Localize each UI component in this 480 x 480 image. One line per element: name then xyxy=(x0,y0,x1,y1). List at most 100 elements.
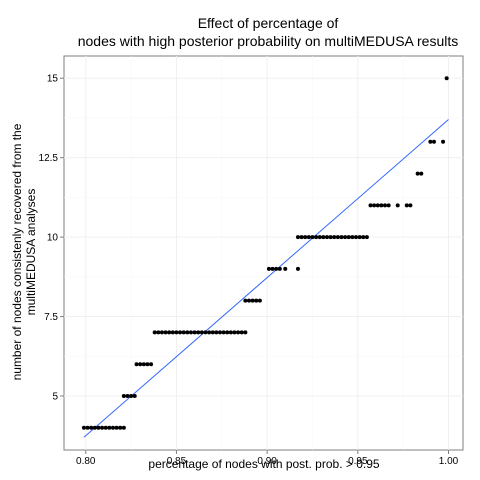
data-point xyxy=(404,203,409,208)
data-point xyxy=(214,330,219,335)
data-point xyxy=(295,266,300,271)
data-point xyxy=(138,362,143,367)
data-point xyxy=(299,235,304,240)
x-tick-label: 0.80 xyxy=(76,456,96,467)
data-point xyxy=(431,139,436,144)
data-point xyxy=(335,235,340,240)
data-point xyxy=(310,235,315,240)
data-point xyxy=(107,425,112,430)
data-point xyxy=(395,203,400,208)
data-point xyxy=(159,330,164,335)
data-point xyxy=(254,298,259,303)
data-point xyxy=(228,330,233,335)
data-point xyxy=(118,425,123,430)
data-point xyxy=(221,330,226,335)
data-point xyxy=(174,330,179,335)
data-point xyxy=(364,235,369,240)
x-tick-label: 0.85 xyxy=(167,456,187,467)
data-point xyxy=(232,330,237,335)
data-point xyxy=(353,235,358,240)
data-point xyxy=(129,393,134,398)
y-tick-label: 10 xyxy=(47,233,59,244)
data-point xyxy=(332,235,337,240)
y-tick-label: 7.5 xyxy=(44,312,58,323)
data-point xyxy=(283,266,288,271)
data-point xyxy=(163,330,168,335)
data-point xyxy=(346,235,351,240)
data-point xyxy=(324,235,329,240)
data-point xyxy=(314,235,319,240)
data-point xyxy=(368,203,373,208)
data-point xyxy=(379,203,384,208)
data-point xyxy=(321,235,326,240)
data-point xyxy=(114,425,119,430)
data-point xyxy=(121,425,126,430)
x-tick-label: 0.90 xyxy=(257,456,277,467)
data-point xyxy=(386,203,391,208)
data-point xyxy=(225,330,230,335)
y-tick-label: 15 xyxy=(47,74,59,85)
data-point xyxy=(89,425,94,430)
y-tick-label: 5 xyxy=(52,391,58,402)
fit-line-layer xyxy=(83,119,449,438)
data-point xyxy=(210,330,215,335)
data-point xyxy=(243,298,248,303)
x-tick-label: 0.95 xyxy=(348,456,368,467)
data-point xyxy=(277,266,282,271)
data-point xyxy=(81,425,86,430)
data-point xyxy=(141,362,146,367)
x-axis-ticks: 0.80 0.85 0.90 0.95 1.00 xyxy=(76,450,459,467)
y-axis-ticks: 5 7.5 10 12.5 15 xyxy=(39,74,64,402)
data-point xyxy=(103,425,108,430)
data-point xyxy=(257,298,262,303)
data-point xyxy=(199,330,204,335)
data-point xyxy=(110,425,115,430)
data-point xyxy=(419,171,424,176)
data-point xyxy=(246,298,251,303)
data-point xyxy=(170,330,175,335)
data-point xyxy=(303,235,308,240)
chart-title-line-1: Effect of percentage of xyxy=(198,15,339,31)
data-point xyxy=(203,330,208,335)
data-point xyxy=(125,393,130,398)
data-point xyxy=(85,425,90,430)
x-axis-title: percentage of nodes with post. prob. > 0… xyxy=(148,457,379,471)
data-point xyxy=(207,330,212,335)
data-point xyxy=(196,330,201,335)
data-point xyxy=(343,235,348,240)
data-point xyxy=(96,425,101,430)
data-point xyxy=(156,330,161,335)
data-point xyxy=(375,203,380,208)
data-point xyxy=(100,425,105,430)
data-point xyxy=(266,266,271,271)
data-point xyxy=(270,266,275,271)
data-point xyxy=(317,235,322,240)
data-point xyxy=(339,235,344,240)
data-point xyxy=(428,139,433,144)
data-point xyxy=(236,330,241,335)
data-point xyxy=(149,362,154,367)
data-point xyxy=(243,330,248,335)
data-point xyxy=(239,330,244,335)
data-point xyxy=(328,235,333,240)
data-point xyxy=(274,266,279,271)
y-tick-label: 12.5 xyxy=(39,153,59,164)
data-point xyxy=(295,235,300,240)
data-point xyxy=(167,330,172,335)
data-point xyxy=(372,203,377,208)
data-point xyxy=(185,330,190,335)
x-tick-label: 1.00 xyxy=(439,456,459,467)
data-point xyxy=(152,330,157,335)
data-point xyxy=(92,425,97,430)
data-point xyxy=(134,362,139,367)
grid-lines xyxy=(64,56,463,450)
data-point xyxy=(361,235,366,240)
data-point xyxy=(383,203,388,208)
plot-panel xyxy=(63,55,464,451)
data-point xyxy=(181,330,186,335)
data-point xyxy=(350,235,355,240)
data-point xyxy=(217,330,222,335)
data-point xyxy=(306,235,311,240)
data-point xyxy=(178,330,183,335)
data-point xyxy=(132,393,137,398)
